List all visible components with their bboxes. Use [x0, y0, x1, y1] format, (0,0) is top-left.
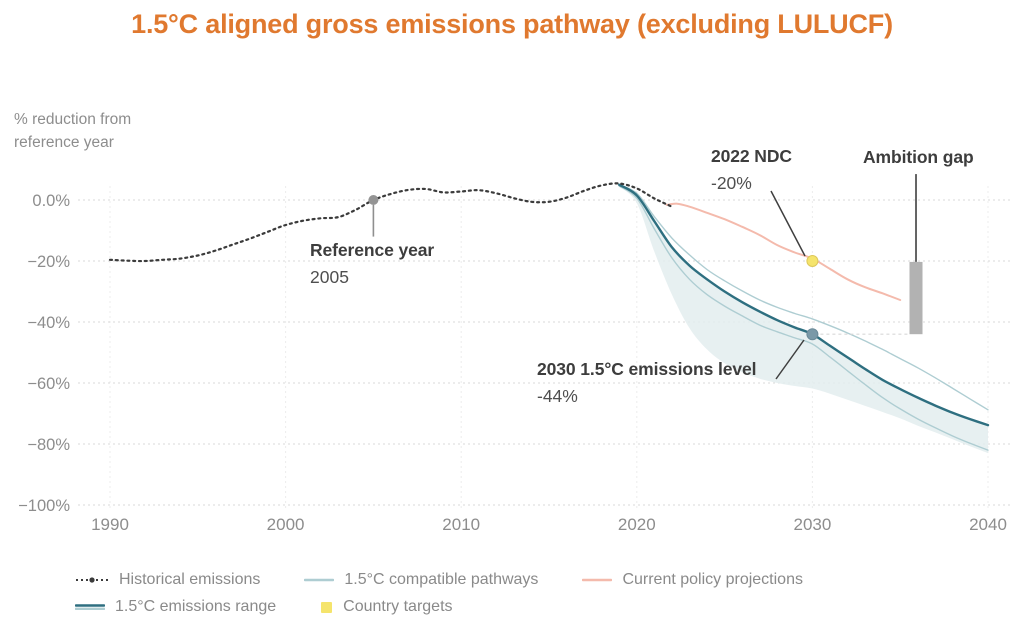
- x-tick-label: 2020: [618, 515, 656, 534]
- annotation-reference-year-value: 2005: [310, 267, 349, 287]
- legend-label-historical: Historical emissions: [119, 571, 261, 588]
- x-tick-label: 2040: [969, 515, 1007, 534]
- ndc-target-dot: [806, 255, 819, 267]
- series-emissions-range-median: [618, 183, 990, 427]
- level-2030-dot: [806, 328, 819, 341]
- current-policy-legend-marker-icon: [582, 578, 613, 582]
- y-axis-label: % reduction from reference year: [14, 108, 131, 155]
- series-current-policy: [665, 202, 902, 301]
- legend-item-targets: Country targets: [320, 598, 453, 616]
- legend-label-targets: Country targets: [343, 598, 453, 615]
- annotation-2030-level-title: 2030 1.5°C emissions level: [537, 359, 757, 379]
- series-historical-emissions: [108, 182, 673, 263]
- legend-label-current-policy: Current policy projections: [622, 571, 803, 588]
- y-tick-label: 0.0%: [32, 192, 70, 210]
- y-axis-label-line2: reference year: [14, 134, 114, 152]
- x-tick-label: 2000: [267, 515, 305, 534]
- ambition-gap-bar: [909, 261, 923, 335]
- y-tick-label: −20%: [27, 253, 70, 271]
- annotation-2030-level-value: -44%: [537, 386, 578, 406]
- legend-row-1: Historical emissions 1.5°C compatible pa…: [75, 571, 847, 589]
- 2030-level-pointer-line: [775, 339, 805, 380]
- y-tick-label: −100%: [18, 497, 70, 515]
- compatible-pathways-legend-marker-icon: [304, 578, 335, 582]
- y-tick-label: −60%: [27, 375, 70, 393]
- series-compatible-upper: [618, 184, 989, 411]
- legend-label-compatible: 1.5°C compatible pathways: [344, 571, 539, 588]
- legend-item-current-policy: Current policy projections: [582, 571, 803, 589]
- annotation-ambition-gap-title: Ambition gap: [863, 147, 974, 167]
- legend: Historical emissions 1.5°C compatible pa…: [75, 571, 847, 616]
- y-tick-label: −40%: [27, 314, 70, 332]
- annotation-reference-year-title: Reference year: [310, 240, 435, 260]
- annotation-ambition-gap: Ambition gap: [863, 147, 974, 168]
- legend-item-range: 1.5°C emissions range: [75, 598, 276, 616]
- legend-label-range: 1.5°C emissions range: [115, 598, 277, 615]
- annotation-ndc-value: -20%: [711, 173, 752, 193]
- annotation-ndc: 2022 NDC -20%: [711, 146, 792, 194]
- y-axis-label-line1: % reduction from: [14, 111, 132, 128]
- emissions-range-legend-marker-icon: [75, 604, 105, 611]
- annotation-reference-year: Reference year 2005: [310, 240, 434, 288]
- y-tick-label: −80%: [27, 436, 70, 454]
- emissions-range-band: [619, 184, 988, 454]
- annotation-2030-level: 2030 1.5°C emissions level -44%: [537, 359, 757, 407]
- ndc-pointer-line: [770, 190, 806, 257]
- country-targets-legend-marker-icon: [321, 601, 333, 613]
- legend-row-2: 1.5°C emissions range Country targets: [75, 598, 847, 616]
- legend-item-compatible: 1.5°C compatible pathways: [304, 571, 538, 589]
- historical-emissions-legend-marker-icon: [76, 577, 108, 583]
- legend-item-historical: Historical emissions: [75, 571, 260, 589]
- x-tick-label: 1990: [91, 515, 129, 534]
- annotation-ndc-title: 2022 NDC: [711, 146, 792, 166]
- x-tick-label: 2030: [793, 515, 831, 534]
- reference-year-dot: [368, 195, 379, 205]
- x-tick-label: 2010: [442, 515, 480, 534]
- page-title: 1.5°C aligned gross emissions pathway (e…: [131, 9, 893, 39]
